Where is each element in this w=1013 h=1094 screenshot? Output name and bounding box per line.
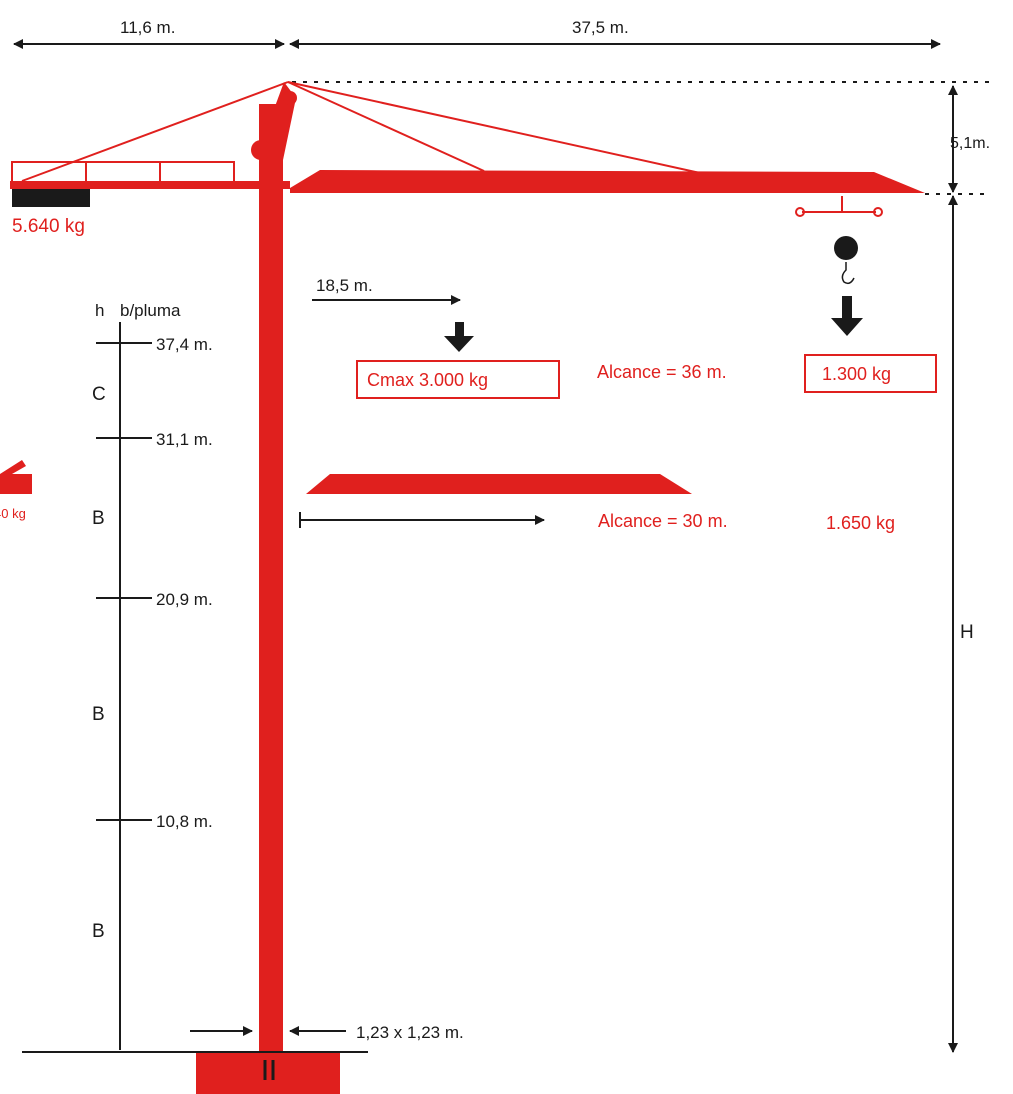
tower-top-pulley — [283, 91, 297, 105]
boom-column-header: b/pluma — [120, 301, 181, 320]
foundation-block — [196, 1053, 340, 1094]
reach30-load-label: 1.650 kg — [826, 513, 895, 533]
mast-section-label: 1,23 x 1,23 m. — [356, 1023, 464, 1042]
cmax-label: Cmax 3.000 kg — [367, 370, 488, 390]
reach36-label: Alcance = 36 m. — [597, 362, 727, 382]
anchor-bolts — [263, 1060, 275, 1080]
pendant-cables — [21, 81, 701, 182]
counter-jib-chord — [10, 181, 290, 189]
section-label: B — [92, 508, 105, 529]
reach36-load-box — [804, 354, 937, 393]
main-jib — [290, 170, 925, 193]
reach30-label: Alcance = 30 m. — [598, 511, 728, 531]
counter-jib-length-label: 11,6 m. — [120, 18, 175, 37]
top-height-label: 5,1m. — [950, 135, 990, 152]
short-jib — [306, 474, 692, 494]
height-ticks — [96, 342, 152, 821]
hook-icon — [841, 262, 855, 285]
cmax-reach-label: 18,5 m. — [316, 276, 373, 295]
reach36-load-label: 1.300 kg — [822, 364, 891, 384]
height-column-header: h — [95, 301, 104, 320]
height-level-label: 37,4 m. — [156, 335, 213, 354]
crane-mast — [259, 104, 283, 1052]
trolley — [795, 196, 883, 217]
section-label: B — [92, 921, 105, 942]
cmax-arrow-down-icon — [444, 322, 474, 352]
partial-counterweight-icon — [0, 460, 32, 494]
counterweight-label: 5.640 kg — [12, 216, 85, 237]
height-level-label: 10,8 m. — [156, 812, 213, 831]
partial-counterweight-label: 40 kg — [0, 506, 26, 521]
height-level-label: 20,9 m. — [156, 590, 213, 609]
section-label: B — [92, 704, 105, 725]
hook-block — [834, 236, 858, 260]
load-arrow-down-icon — [831, 296, 863, 336]
section-label: C — [92, 384, 106, 405]
cmax-box — [356, 360, 560, 399]
jib-length-label: 37,5 m. — [572, 18, 629, 37]
counterweight-block — [12, 189, 90, 207]
total-height-symbol: H — [960, 622, 974, 643]
operator-cab — [251, 140, 271, 160]
height-level-label: 31,1 m. — [156, 430, 213, 449]
